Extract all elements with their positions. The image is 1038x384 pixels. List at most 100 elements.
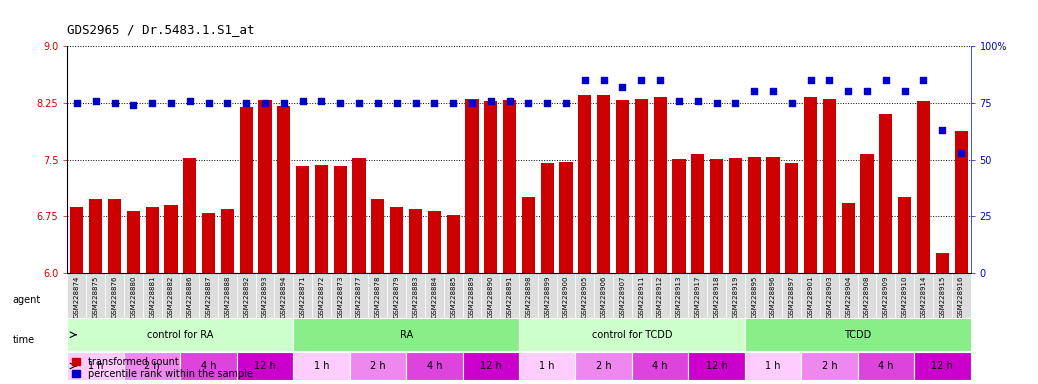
Text: 12 h: 12 h [254, 361, 276, 371]
Point [238, 100, 254, 106]
FancyBboxPatch shape [764, 273, 783, 318]
FancyBboxPatch shape [726, 273, 745, 318]
FancyBboxPatch shape [519, 273, 538, 318]
FancyBboxPatch shape [199, 273, 218, 318]
Text: agent: agent [12, 295, 40, 305]
Point [106, 100, 122, 106]
Text: 2 h: 2 h [596, 361, 611, 371]
FancyBboxPatch shape [519, 353, 575, 380]
Point [877, 77, 894, 83]
Text: GSM228893: GSM228893 [262, 275, 268, 318]
Text: GDS2965 / Dr.5483.1.S1_at: GDS2965 / Dr.5483.1.S1_at [67, 23, 255, 36]
Point [897, 88, 913, 94]
Text: 4 h: 4 h [652, 361, 667, 371]
FancyBboxPatch shape [218, 273, 237, 318]
FancyBboxPatch shape [857, 353, 914, 380]
Bar [578, 95, 592, 273]
Bar [409, 209, 422, 273]
FancyBboxPatch shape [67, 318, 293, 351]
Text: GSM228883: GSM228883 [412, 275, 418, 318]
Text: GSM228913: GSM228913 [676, 275, 682, 318]
Text: GSM228879: GSM228879 [393, 275, 400, 318]
Text: GSM228874: GSM228874 [74, 275, 80, 318]
Point [256, 100, 273, 106]
FancyBboxPatch shape [914, 273, 933, 318]
Bar [898, 197, 911, 273]
FancyBboxPatch shape [801, 273, 820, 318]
FancyBboxPatch shape [443, 273, 463, 318]
FancyBboxPatch shape [293, 318, 519, 351]
Bar [842, 203, 855, 273]
FancyBboxPatch shape [124, 353, 181, 380]
Bar [465, 99, 479, 273]
Text: GSM228884: GSM228884 [432, 275, 437, 318]
Point [295, 98, 311, 104]
Point [87, 98, 104, 104]
FancyBboxPatch shape [801, 353, 857, 380]
Point [596, 77, 612, 83]
Text: GSM228917: GSM228917 [694, 275, 701, 318]
FancyBboxPatch shape [237, 353, 293, 380]
Bar [89, 199, 103, 273]
Bar [71, 207, 83, 273]
FancyBboxPatch shape [688, 353, 745, 380]
Point [633, 77, 650, 83]
Point [200, 100, 217, 106]
Text: GSM228906: GSM228906 [601, 275, 606, 318]
Text: GSM228876: GSM228876 [111, 275, 117, 318]
Bar [955, 131, 967, 273]
Text: 1 h: 1 h [765, 361, 781, 371]
FancyBboxPatch shape [688, 273, 707, 318]
Text: GSM228901: GSM228901 [808, 275, 814, 318]
Bar [145, 207, 159, 273]
Point [840, 88, 856, 94]
FancyBboxPatch shape [350, 273, 368, 318]
Text: time: time [12, 335, 34, 345]
Text: GSM228873: GSM228873 [337, 275, 344, 318]
FancyBboxPatch shape [67, 353, 124, 380]
FancyBboxPatch shape [293, 353, 350, 380]
Text: GSM228892: GSM228892 [243, 275, 249, 318]
FancyBboxPatch shape [237, 273, 255, 318]
FancyBboxPatch shape [519, 318, 745, 351]
Bar [766, 157, 780, 273]
Point [858, 88, 875, 94]
Bar [935, 253, 949, 273]
Text: GSM228894: GSM228894 [281, 275, 286, 318]
Bar [541, 163, 554, 273]
Text: RA: RA [400, 330, 413, 340]
Text: 2 h: 2 h [144, 361, 160, 371]
FancyBboxPatch shape [745, 318, 971, 351]
FancyBboxPatch shape [670, 273, 688, 318]
Bar [315, 165, 328, 273]
Bar [202, 214, 215, 273]
Text: GSM228904: GSM228904 [845, 275, 851, 318]
Point [370, 100, 386, 106]
Point [802, 77, 819, 83]
Text: GSM228908: GSM228908 [864, 275, 870, 318]
FancyBboxPatch shape [952, 273, 971, 318]
FancyBboxPatch shape [86, 273, 105, 318]
Point [539, 100, 555, 106]
Text: GSM228886: GSM228886 [187, 275, 193, 318]
FancyBboxPatch shape [162, 273, 181, 318]
FancyBboxPatch shape [368, 273, 387, 318]
FancyBboxPatch shape [707, 273, 726, 318]
Bar [673, 159, 685, 273]
FancyBboxPatch shape [594, 273, 613, 318]
FancyBboxPatch shape [895, 273, 914, 318]
Text: GSM228897: GSM228897 [789, 275, 795, 318]
FancyBboxPatch shape [105, 273, 124, 318]
Point [557, 100, 574, 106]
Text: GSM228899: GSM228899 [544, 275, 550, 318]
FancyBboxPatch shape [575, 273, 594, 318]
Bar [710, 159, 723, 273]
Bar [428, 211, 441, 273]
Bar [917, 101, 930, 273]
FancyBboxPatch shape [406, 273, 425, 318]
Text: GSM228905: GSM228905 [582, 275, 588, 318]
Text: GSM228896: GSM228896 [770, 275, 776, 318]
Point [727, 100, 743, 106]
Point [407, 100, 424, 106]
Point [746, 88, 763, 94]
